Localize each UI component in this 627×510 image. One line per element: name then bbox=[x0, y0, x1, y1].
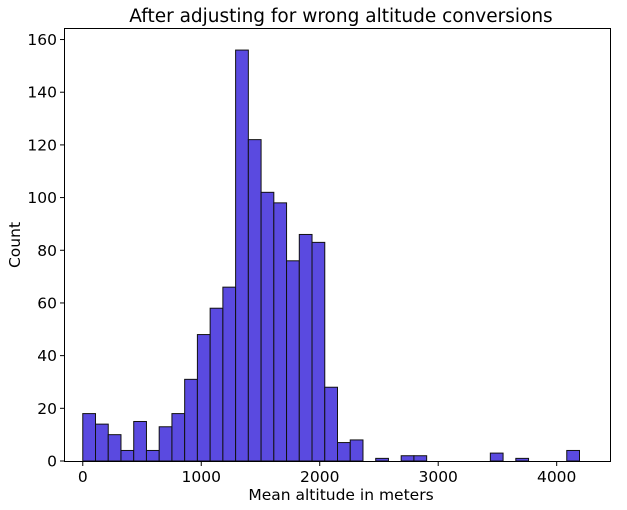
histogram-bar bbox=[158, 426, 173, 462]
histogram-bar bbox=[95, 423, 109, 462]
histogram-bar bbox=[286, 260, 300, 462]
histogram-bar bbox=[489, 452, 504, 462]
histogram-bar bbox=[273, 202, 288, 462]
y-tick-label: 60 bbox=[37, 294, 57, 312]
histogram-bar bbox=[413, 455, 428, 462]
histogram-bar bbox=[324, 386, 339, 462]
x-tick-label: 3000 bbox=[418, 468, 457, 486]
y-tick-label: 140 bbox=[27, 84, 57, 102]
histogram-bar bbox=[349, 439, 364, 462]
histogram-bar bbox=[171, 413, 186, 462]
x-tick-label: 4000 bbox=[537, 468, 576, 486]
histogram-bar bbox=[145, 449, 160, 462]
x-axis-label: Mean altitude in meters bbox=[248, 486, 433, 504]
histogram-bar bbox=[184, 378, 198, 462]
x-tick-label: 0 bbox=[78, 468, 88, 486]
y-tick-label: 40 bbox=[37, 347, 57, 365]
bars-group bbox=[82, 49, 581, 462]
histogram-bar bbox=[222, 286, 237, 462]
x-tick-label: 2000 bbox=[300, 468, 339, 486]
histogram-bar bbox=[133, 420, 147, 462]
plot-frame bbox=[64, 28, 611, 462]
y-tick-label: 100 bbox=[27, 189, 57, 207]
y-tick-label: 120 bbox=[27, 136, 57, 154]
histogram-bar bbox=[260, 191, 275, 462]
y-axis-label: Count bbox=[6, 222, 24, 268]
histogram-bar bbox=[235, 49, 249, 462]
histogram-bar bbox=[120, 449, 135, 462]
x-tick-label: 1000 bbox=[182, 468, 221, 486]
histogram-bar bbox=[515, 457, 530, 462]
histogram-bar bbox=[107, 434, 122, 462]
y-tick-label: 160 bbox=[27, 31, 57, 49]
chart-title: After adjusting for wrong altitude conve… bbox=[129, 6, 552, 27]
y-axis: 0 20 40 60 80 100 120 140 160 bbox=[27, 31, 65, 471]
histogram-bar bbox=[247, 139, 262, 462]
histogram-bar bbox=[298, 233, 313, 462]
histogram-bar bbox=[209, 307, 224, 462]
x-axis: 0 1000 2000 3000 4000 bbox=[78, 461, 576, 486]
histogram-bar bbox=[337, 442, 351, 462]
histogram-bar bbox=[400, 455, 415, 462]
y-tick-label: 0 bbox=[47, 453, 57, 471]
histogram-bar bbox=[311, 241, 326, 462]
histogram-bar bbox=[82, 413, 97, 462]
histogram-bar bbox=[375, 457, 389, 462]
y-tick-label: 20 bbox=[37, 400, 57, 418]
histogram-bar bbox=[196, 334, 211, 462]
histogram-bar bbox=[566, 449, 581, 462]
y-tick-label: 80 bbox=[37, 242, 57, 260]
